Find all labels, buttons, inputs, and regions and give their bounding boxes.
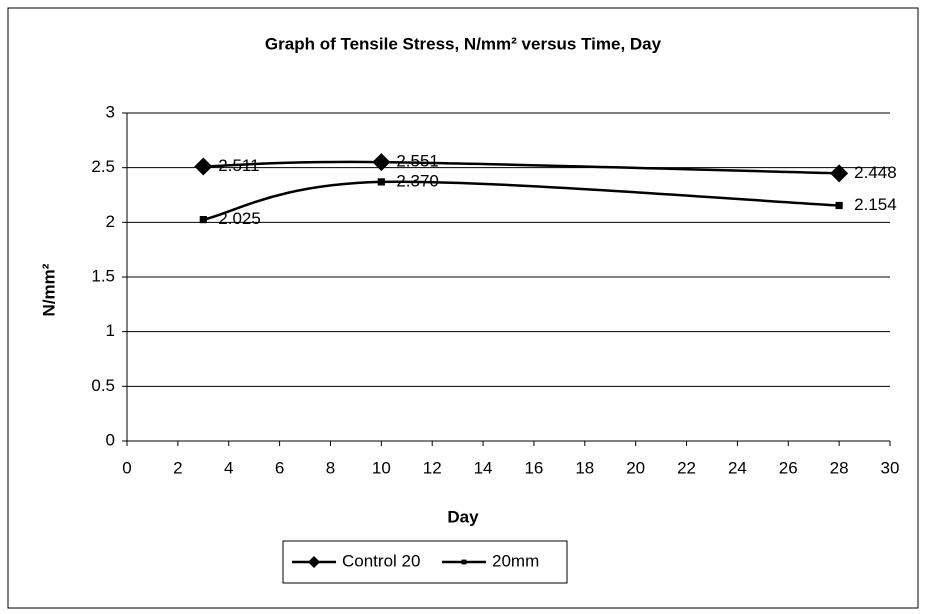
y-tick-label: 0 [106,430,115,449]
data-label: 2.025 [218,209,261,228]
x-tick-label: 20 [626,458,645,477]
x-tick-label: 18 [575,458,594,477]
x-tick-label: 2 [173,458,182,477]
series-line [203,160,840,175]
data-label: 2.448 [854,163,897,182]
y-tick-label: 2.5 [91,157,115,176]
legend-label: Control 20 [342,551,420,570]
x-tick-label: 28 [830,458,849,477]
data-label: 2.511 [218,156,259,175]
marker [308,556,320,568]
y-axis-label: N/mm² [39,263,58,316]
x-axis-label: Day [447,507,479,526]
x-tick-label: 14 [474,458,493,477]
y-tick-label: 1.5 [91,266,115,285]
chart-title: Graph of Tensile Stress, N/mm² versus Ti… [265,34,662,53]
x-tick-label: 4 [224,458,233,477]
y-tick-label: 1 [106,321,115,340]
marker [194,157,213,176]
legend-label: 20mm [492,551,539,570]
x-tick-label: 24 [728,458,747,477]
x-tick-label: 6 [275,458,284,477]
x-tick-label: 26 [779,458,798,477]
x-tick-label: 16 [524,458,543,477]
data-label: 2.551 [396,152,439,171]
data-label: 2.154 [854,195,897,214]
marker [199,216,207,224]
x-tick-label: 12 [423,458,442,477]
x-tick-label: 0 [122,458,131,477]
marker [830,164,849,183]
marker [835,201,843,210]
x-tick-label: 8 [326,458,335,477]
data-label: 2.370 [396,171,439,190]
y-tick-label: 2 [106,212,115,231]
y-tick-label: 3 [106,102,115,121]
y-tick-label: 0.5 [91,376,115,395]
chart-border [7,7,919,609]
x-tick-label: 22 [677,458,696,477]
series-line [203,180,840,221]
marker [461,559,467,565]
x-tick-label: 30 [881,458,900,477]
marker [377,178,385,186]
x-tick-label: 10 [372,458,391,477]
marker [372,153,391,172]
